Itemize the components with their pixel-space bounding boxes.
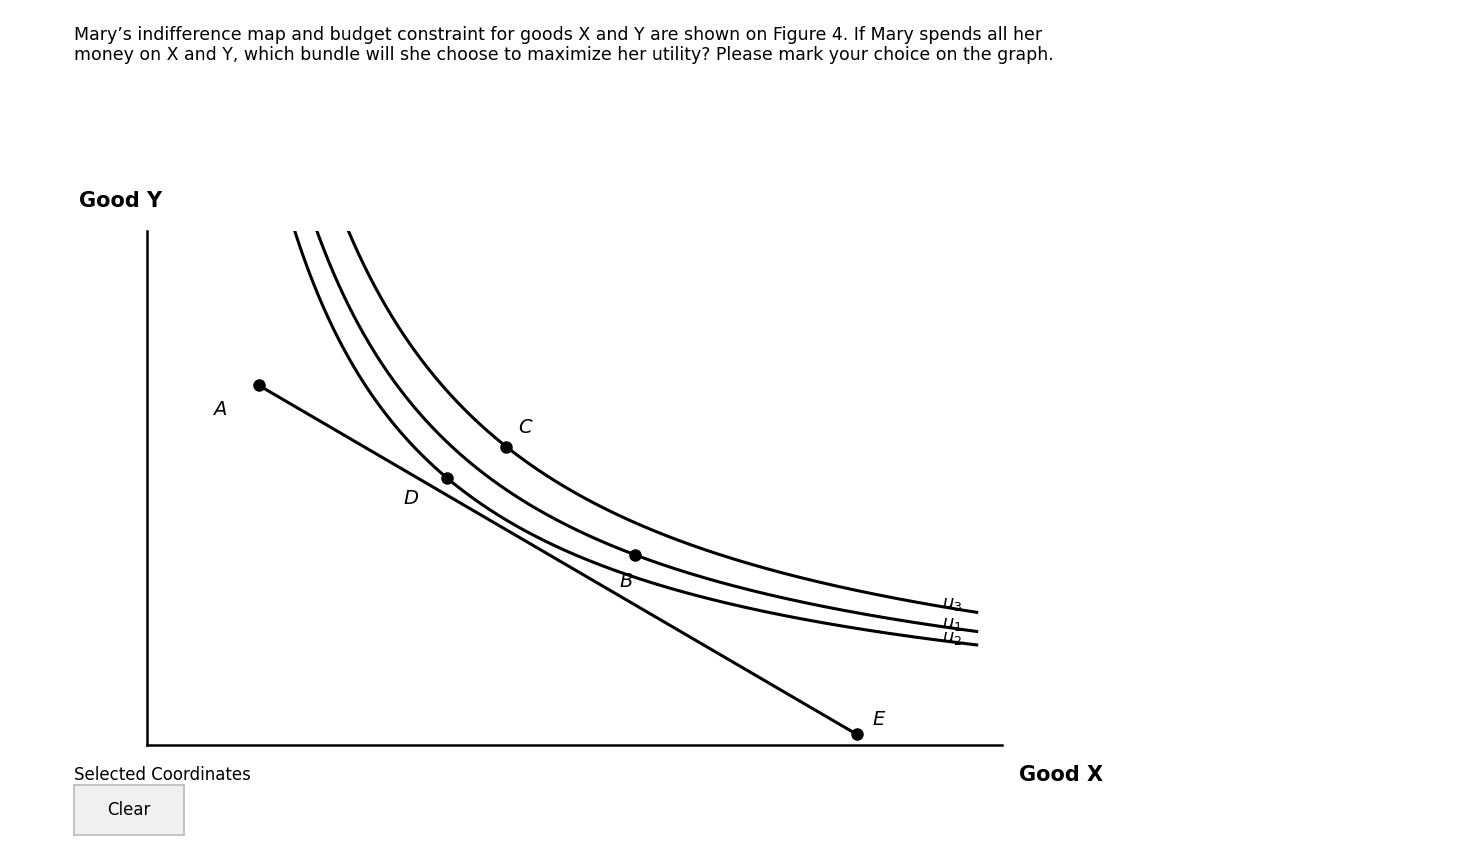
Text: Good Y: Good Y <box>80 191 162 211</box>
Text: $u_2$: $u_2$ <box>942 629 963 647</box>
Text: Clear: Clear <box>108 800 150 819</box>
Text: B: B <box>619 572 632 591</box>
Text: Selected Coordinates: Selected Coordinates <box>74 766 251 784</box>
Text: C: C <box>519 418 532 437</box>
Text: A: A <box>214 401 227 419</box>
Text: $u_1$: $u_1$ <box>942 615 963 633</box>
Text: D: D <box>404 489 419 508</box>
Text: $u_3$: $u_3$ <box>942 595 963 613</box>
Text: E: E <box>873 710 884 728</box>
Text: Mary’s indifference map and budget constraint for goods X and Y are shown on Fig: Mary’s indifference map and budget const… <box>74 26 1054 64</box>
Text: Good X: Good X <box>1020 765 1104 785</box>
